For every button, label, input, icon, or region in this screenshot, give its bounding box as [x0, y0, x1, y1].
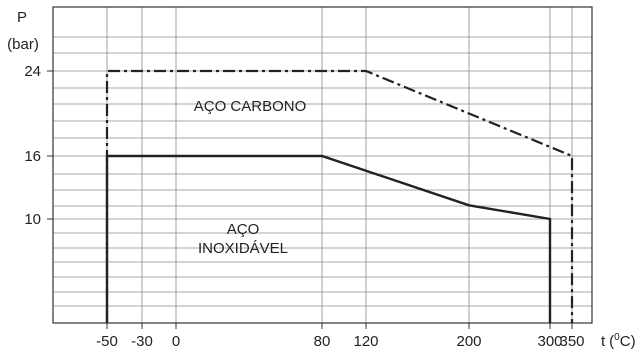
label-carbon-steel: AÇO CARBONO — [194, 98, 307, 115]
series-line-stainless-steel — [105, 154, 552, 323]
x-tick-label: 200 — [456, 333, 481, 350]
x-tick-label: 300 — [537, 333, 562, 350]
x-tick-label: 80 — [314, 333, 331, 350]
x-tick-label: 350 — [559, 333, 584, 350]
x-tick-label: 0 — [172, 333, 180, 350]
y-axis-label: P — [17, 9, 27, 26]
x-tick-label: 120 — [353, 333, 378, 350]
y-tick-label: 24 — [24, 63, 41, 80]
x-tick-label: -30 — [131, 333, 153, 350]
x-tick-label: -50 — [96, 333, 118, 350]
x-axis-label: t (0C) — [601, 332, 636, 350]
plot-frame — [52, 6, 593, 324]
label-stainless-steel-line2: INOXIDÁVEL — [198, 240, 288, 257]
y-axis-unit: (bar) — [7, 36, 39, 53]
series-layer — [105, 69, 574, 323]
series-line-carbon-steel — [105, 69, 574, 323]
grid — [53, 7, 592, 323]
label-stainless-steel-line1: AÇO — [227, 221, 260, 238]
y-tick-label: 16 — [24, 148, 41, 165]
y-tick-label: 10 — [24, 211, 41, 228]
